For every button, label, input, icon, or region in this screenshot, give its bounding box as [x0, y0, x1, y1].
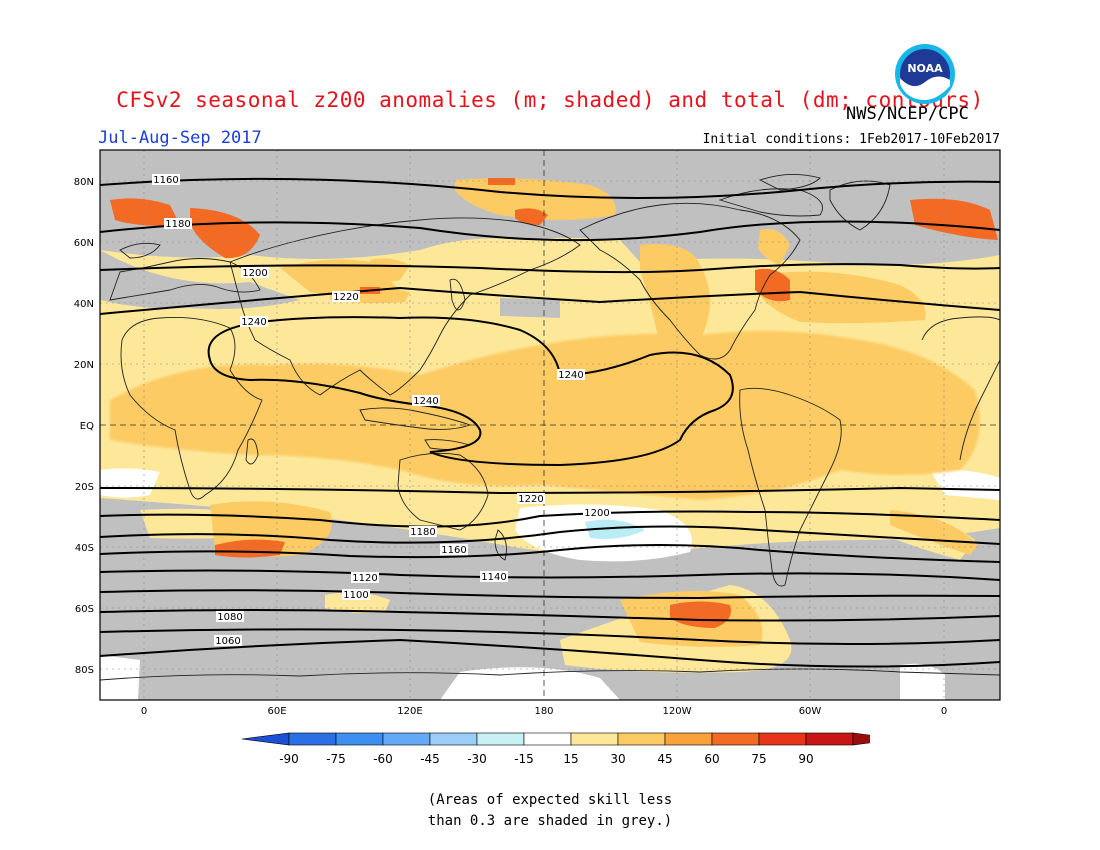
svg-text:1200: 1200: [584, 508, 609, 519]
svg-text:1080: 1080: [217, 612, 242, 623]
lon-label: 120E: [397, 706, 422, 717]
colorbar-tick: -30: [467, 752, 487, 766]
colorbar-cells: [241, 732, 870, 746]
lon-label: 60W: [799, 706, 822, 717]
colorbar-tick: 30: [610, 752, 625, 766]
colorbar-cell: [288, 732, 337, 746]
grid-lines: [100, 150, 1000, 700]
lat-label: 60S: [75, 604, 94, 615]
colorbar-tick: 15: [563, 752, 578, 766]
colorbar-cell: [758, 732, 807, 746]
svg-text:1220: 1220: [518, 494, 543, 505]
colorbar-tick: 60: [704, 752, 719, 766]
colorbar-cell: [523, 732, 572, 746]
svg-text:1200: 1200: [242, 268, 267, 279]
colorbar-tick-labels: -90 -75 -60 -45 -30 -15 15 30 45 60 75 9…: [279, 752, 813, 766]
latitude-labels: 80N 60N 40N 20N EQ 20S 40S 60S 80S: [74, 177, 94, 676]
svg-text:1060: 1060: [215, 636, 240, 647]
contour-label: 1220: [517, 493, 545, 505]
lon-label: 0: [141, 706, 147, 717]
lon-label: 0: [941, 706, 947, 717]
lat-label: 40N: [74, 299, 94, 310]
colorbar-tick: -90: [279, 752, 299, 766]
colorbar-tick: -75: [326, 752, 346, 766]
colorbar-cell: [852, 732, 870, 746]
colorbar-tick: 90: [798, 752, 813, 766]
longitude-labels: 0 60E 120E 180 120W 60W 0: [141, 706, 947, 717]
colorbar-cell: [382, 732, 431, 746]
logo-text: NOAA: [907, 62, 943, 75]
initial-conditions-label: Initial conditions: 1Feb2017-10Feb2017: [702, 132, 1000, 147]
contour-label: 1240: [557, 369, 585, 381]
contour-label: 1200: [583, 507, 611, 519]
anomaly-map: 1160 1180 1200 1220 1240 1240 1240 1220 …: [74, 149, 1001, 717]
lat-label: 40S: [75, 543, 94, 554]
organization-label: NWS/NCEP/CPC: [846, 104, 969, 124]
map-title: CFSv2 seasonal z200 anomalies (m; shaded…: [116, 88, 984, 112]
noaa-logo: NOAA: [895, 44, 955, 104]
skill-note: (Areas of expected skill less than 0.3 a…: [0, 790, 1100, 832]
lat-label: 80N: [74, 177, 94, 188]
svg-text:1120: 1120: [352, 573, 377, 584]
colorbar-cell: [617, 732, 666, 746]
contour-label: 1160: [440, 544, 468, 556]
contour-label: 1080: [216, 611, 244, 623]
lon-label: 120W: [663, 706, 692, 717]
contour-label: 1220: [332, 291, 360, 303]
contour-label: 1100: [342, 589, 370, 601]
colorbar-tick: -15: [514, 752, 534, 766]
skill-note-line: (Areas of expected skill less: [427, 792, 673, 808]
colorbar-cell: [664, 732, 713, 746]
svg-text:1180: 1180: [410, 527, 435, 538]
contour-label: 1180: [409, 526, 437, 538]
colorbar-cell: [711, 732, 760, 746]
lat-label: 20S: [75, 482, 94, 493]
svg-text:1240: 1240: [558, 370, 583, 381]
contour-label: 1060: [214, 635, 242, 647]
contour-label: 1240: [240, 316, 268, 328]
svg-text:1220: 1220: [333, 292, 358, 303]
colorbar: -90 -75 -60 -45 -30 -15 15 30 45 60 75 9…: [241, 732, 870, 766]
colorbar-tick: -45: [420, 752, 440, 766]
axis-lines: [100, 150, 1000, 700]
contour-label: 1200: [241, 267, 269, 279]
contour-label: 1140: [480, 571, 508, 583]
lat-label: 20N: [74, 360, 94, 371]
contour-label: 1240: [412, 395, 440, 407]
svg-text:1240: 1240: [241, 317, 266, 328]
svg-text:1180: 1180: [165, 219, 190, 230]
contour-label: 1180: [164, 218, 192, 230]
lat-label: EQ: [80, 421, 94, 432]
skill-note-line: than 0.3 are shaded in grey.): [427, 813, 673, 829]
lat-label: 60N: [74, 238, 94, 249]
svg-text:1240: 1240: [413, 396, 438, 407]
colorbar-tick: -60: [373, 752, 393, 766]
lat-label: 80S: [75, 665, 94, 676]
svg-text:1140: 1140: [481, 572, 506, 583]
colorbar-tick: 75: [751, 752, 766, 766]
contour-label: 1160: [152, 174, 180, 186]
map-frame: [99, 149, 1001, 701]
colorbar-tick: 45: [657, 752, 672, 766]
contour-labels: 1160 1180 1200 1220 1240 1240 1240 1220 …: [152, 174, 611, 647]
colorbar-cell: [476, 732, 525, 746]
colorbar-cell: [805, 732, 854, 746]
svg-text:1160: 1160: [153, 175, 178, 186]
colorbar-cell: [335, 732, 384, 746]
colorbar-cell: [570, 732, 619, 746]
colorbar-cell: [429, 732, 478, 746]
lon-label: 180: [534, 706, 553, 717]
lon-label: 60E: [267, 706, 286, 717]
colorbar-cell: [241, 732, 290, 746]
contour-label: 1120: [351, 572, 379, 584]
svg-text:1100: 1100: [343, 590, 368, 601]
svg-text:1160: 1160: [441, 545, 466, 556]
season-label: Jul-Aug-Sep 2017: [98, 128, 262, 148]
height-contours: [100, 177, 1000, 668]
